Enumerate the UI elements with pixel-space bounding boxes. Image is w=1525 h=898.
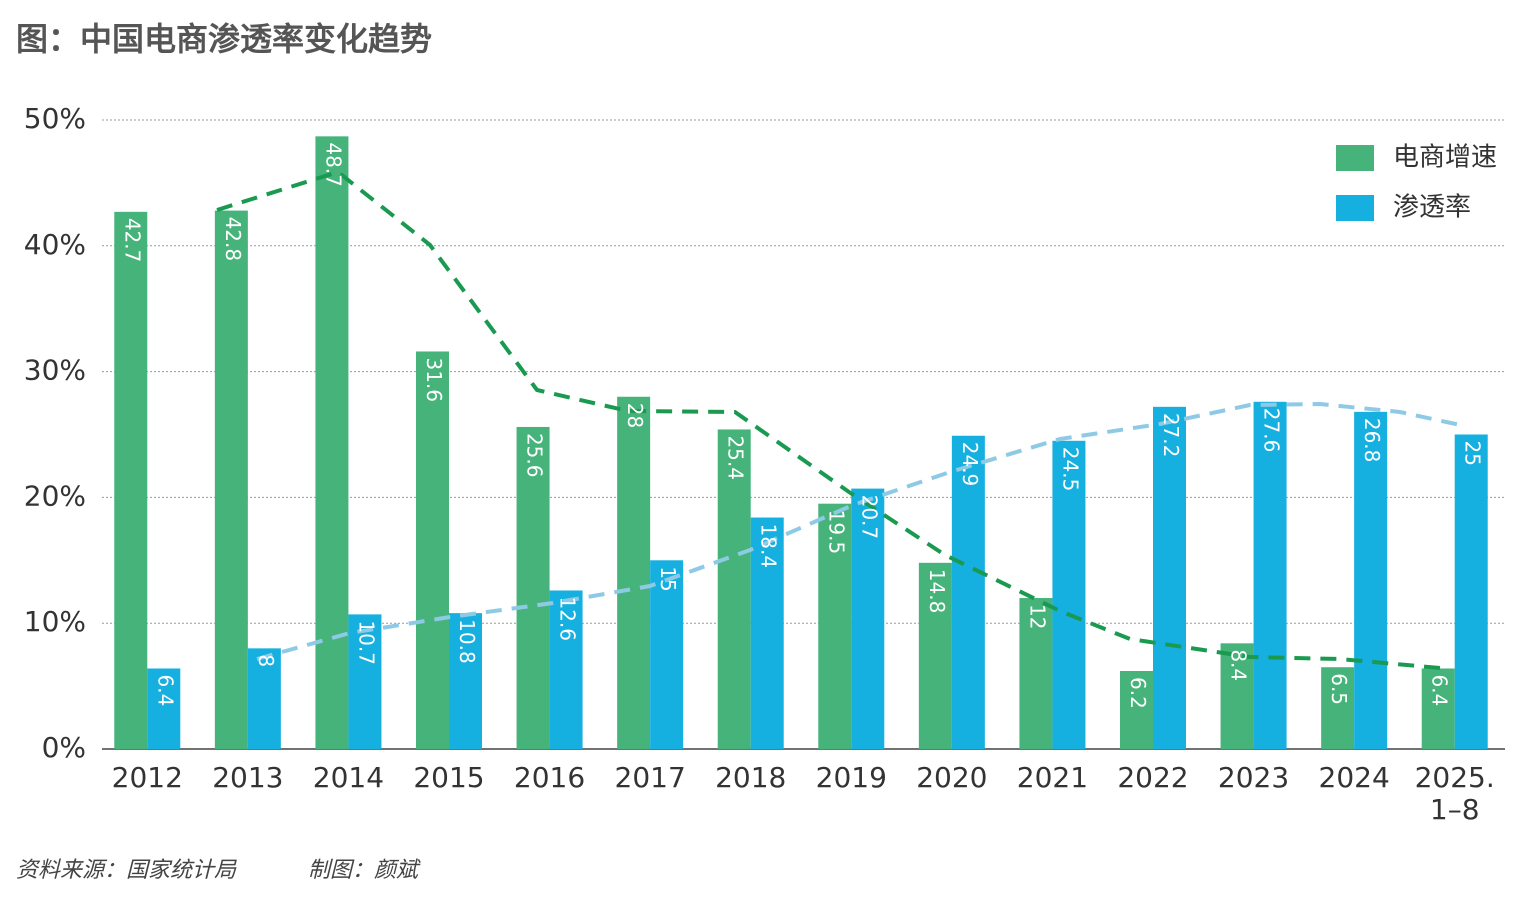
y-tick-label: 50% xyxy=(24,102,86,135)
bar xyxy=(650,560,684,749)
bar xyxy=(1253,401,1287,749)
x-tick-label: 2013 xyxy=(212,761,284,794)
bar xyxy=(1052,440,1086,749)
bar xyxy=(1454,434,1488,749)
value-label: 14.8 xyxy=(925,569,949,614)
y-tick-label: 20% xyxy=(24,479,86,512)
y-tick-label: 0% xyxy=(42,731,86,764)
value-label: 25.6 xyxy=(523,433,547,478)
bar xyxy=(1019,598,1053,749)
bar xyxy=(918,562,952,749)
x-tick-label: 2015 xyxy=(413,761,485,794)
value-label: 6.5 xyxy=(1327,673,1351,705)
bar xyxy=(315,136,349,749)
bar xyxy=(1120,671,1153,749)
x-tick-label: 2014 xyxy=(312,761,385,794)
bar xyxy=(1421,668,1455,749)
y-tick-label: 10% xyxy=(24,605,86,638)
x-tick-label: 2020 xyxy=(916,761,988,794)
bar xyxy=(348,614,382,749)
x-tick-label: 2023 xyxy=(1217,761,1290,794)
value-label: 24.9 xyxy=(958,442,982,487)
bar xyxy=(1321,667,1355,749)
bar xyxy=(818,503,852,749)
value-label: 42.8 xyxy=(221,217,245,262)
value-label: 25.4 xyxy=(724,435,748,480)
value-label: 10.8 xyxy=(455,619,479,664)
legend-label: 渗透率 xyxy=(1393,193,1471,223)
source-note: 资料来源：国家统计局 xyxy=(16,858,237,883)
value-label: 6.4 xyxy=(1428,674,1452,706)
x-tick-label: 2024 xyxy=(1318,761,1390,794)
x-tick-label: 2017 xyxy=(614,761,686,794)
bar xyxy=(1220,643,1254,749)
bar xyxy=(114,211,148,750)
x-tick-label: 2018 xyxy=(715,761,787,794)
value-label: 48.7 xyxy=(321,142,345,187)
x-tick-label: 2012 xyxy=(111,761,183,794)
bar xyxy=(214,210,248,750)
chart-title: 图：中国电商渗透率变化趋势 xyxy=(16,20,433,58)
value-label: 12 xyxy=(1025,604,1049,629)
legend-label: 电商增速 xyxy=(1393,143,1497,173)
value-label: 25 xyxy=(1461,441,1485,466)
trend-line xyxy=(216,170,1441,670)
bar xyxy=(247,648,281,749)
value-label: 10.7 xyxy=(354,620,378,665)
value-label: 8.4 xyxy=(1227,649,1251,681)
bar xyxy=(717,429,751,749)
bar xyxy=(549,590,583,749)
value-label: 8 xyxy=(254,654,278,667)
value-label: 6.2 xyxy=(1126,677,1150,709)
x-tick-label: 2021 xyxy=(1016,761,1089,794)
value-label: 27.6 xyxy=(1260,408,1284,453)
bar xyxy=(147,668,181,749)
value-label: 20.7 xyxy=(857,495,881,540)
x-tick-label: 2025. 1–8 xyxy=(1414,761,1495,826)
bar xyxy=(1354,411,1388,749)
x-tick-label: 2019 xyxy=(815,761,887,794)
bar xyxy=(750,517,784,749)
value-label: 42.7 xyxy=(120,218,144,263)
y-tick-label: 40% xyxy=(24,228,86,261)
legend-swatch xyxy=(1336,195,1374,221)
value-label: 27.2 xyxy=(1159,413,1183,458)
bar xyxy=(617,396,651,749)
x-tick-label: 2016 xyxy=(513,761,586,794)
bar xyxy=(416,351,449,749)
bar xyxy=(1153,406,1186,749)
bar xyxy=(851,488,885,749)
value-label: 19.5 xyxy=(824,510,848,555)
legend-swatch xyxy=(1336,145,1374,171)
value-label: 15 xyxy=(656,566,680,591)
value-label: 26.8 xyxy=(1360,418,1384,463)
value-label: 18.4 xyxy=(757,524,781,569)
bar xyxy=(516,426,550,749)
y-tick-label: 30% xyxy=(24,354,86,387)
value-label: 12.6 xyxy=(556,596,580,641)
bar xyxy=(951,435,985,749)
bar xyxy=(449,613,482,749)
value-label: 6.4 xyxy=(153,674,177,706)
credit-note: 制图：颜斌 xyxy=(308,858,419,883)
value-label: 24.5 xyxy=(1058,447,1082,492)
value-label: 28 xyxy=(623,403,647,428)
value-label: 31.6 xyxy=(422,357,446,402)
trend-line xyxy=(256,402,1466,661)
x-tick-label: 2022 xyxy=(1117,761,1189,794)
